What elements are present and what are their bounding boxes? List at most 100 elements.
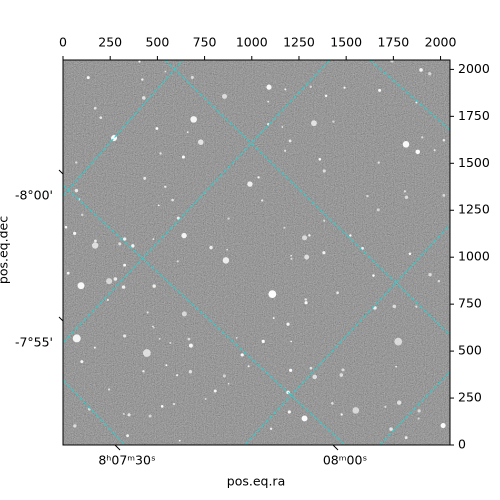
star: [394, 337, 403, 346]
star: [107, 388, 111, 391]
star: [340, 413, 343, 416]
star: [142, 370, 145, 373]
star: [428, 72, 432, 76]
star: [141, 78, 144, 81]
star: [331, 402, 334, 405]
x-tick-label: 0: [59, 35, 67, 50]
star: [240, 353, 244, 357]
star: [389, 427, 393, 431]
star: [153, 326, 155, 329]
grid-line: [379, 371, 450, 445]
star: [376, 208, 380, 212]
star: [148, 414, 152, 418]
star: [227, 217, 230, 220]
star: [165, 364, 168, 367]
star: [281, 126, 284, 128]
ra-tick: [332, 444, 339, 451]
star: [190, 75, 194, 79]
star: [122, 237, 127, 241]
grid-line: [63, 60, 331, 344]
star: [312, 374, 318, 380]
star: [138, 60, 141, 63]
star: [142, 96, 146, 100]
star: [324, 94, 328, 98]
x-axis-label: pos.eq.ra: [227, 474, 285, 489]
star: [408, 252, 412, 256]
star: [72, 334, 81, 343]
star: [94, 239, 97, 243]
y-tick-label: 1000: [458, 249, 490, 264]
star: [267, 123, 270, 126]
star: [290, 340, 292, 343]
star: [415, 149, 421, 155]
star: [142, 349, 151, 357]
star: [235, 336, 238, 339]
star: [106, 278, 113, 285]
star: [152, 325, 154, 328]
star: [332, 120, 335, 123]
star: [172, 402, 176, 406]
star: [261, 199, 264, 202]
star: [187, 337, 191, 341]
star: [269, 427, 273, 430]
star: [304, 254, 310, 260]
star: [176, 216, 180, 220]
ra-tick: [114, 444, 121, 451]
star: [267, 100, 270, 103]
star: [155, 127, 159, 130]
star: [121, 285, 126, 289]
star: [402, 141, 410, 148]
star: [287, 410, 291, 414]
star: [247, 365, 250, 368]
dec-tick: [58, 169, 64, 175]
star: [160, 405, 164, 408]
grid-line: [244, 224, 450, 445]
x-tick-label: 500: [145, 35, 169, 50]
star: [417, 409, 421, 413]
star: [396, 400, 402, 405]
star: [158, 337, 161, 340]
star: [336, 291, 339, 295]
star: [227, 382, 230, 385]
star: [73, 231, 77, 235]
y-tick-label: 1250: [458, 202, 490, 217]
star: [323, 219, 326, 222]
star: [384, 405, 387, 408]
dec-tick: [58, 316, 64, 322]
star: [392, 304, 397, 309]
star: [123, 334, 127, 338]
star: [204, 397, 207, 401]
grid-line: [63, 379, 126, 445]
ra-tick-label: 08ᵐ00ˢ: [323, 453, 367, 468]
image-background: [63, 60, 450, 445]
star: [309, 85, 312, 88]
star: [290, 254, 292, 257]
star: [159, 152, 162, 155]
star: [404, 436, 408, 440]
stars: [64, 60, 446, 442]
star: [181, 311, 187, 317]
star: [80, 360, 84, 364]
star: [378, 88, 382, 92]
star: [178, 439, 181, 442]
star: [308, 234, 311, 237]
star: [341, 368, 345, 372]
x-tick-label: 1750: [377, 35, 409, 50]
star: [283, 226, 286, 229]
star: [146, 311, 149, 314]
star: [113, 277, 118, 281]
x-tick-label: 2000: [425, 35, 457, 50]
star: [118, 242, 122, 246]
star: [181, 232, 187, 239]
star: [377, 161, 380, 164]
star: [164, 185, 167, 188]
star: [257, 176, 260, 179]
star: [81, 213, 84, 217]
star: [131, 244, 135, 248]
star: [123, 413, 125, 415]
star: [164, 70, 167, 73]
star: [442, 139, 446, 142]
star: [176, 374, 179, 377]
y-axis-label: pos.eq.dec: [0, 216, 11, 284]
star: [395, 365, 397, 368]
